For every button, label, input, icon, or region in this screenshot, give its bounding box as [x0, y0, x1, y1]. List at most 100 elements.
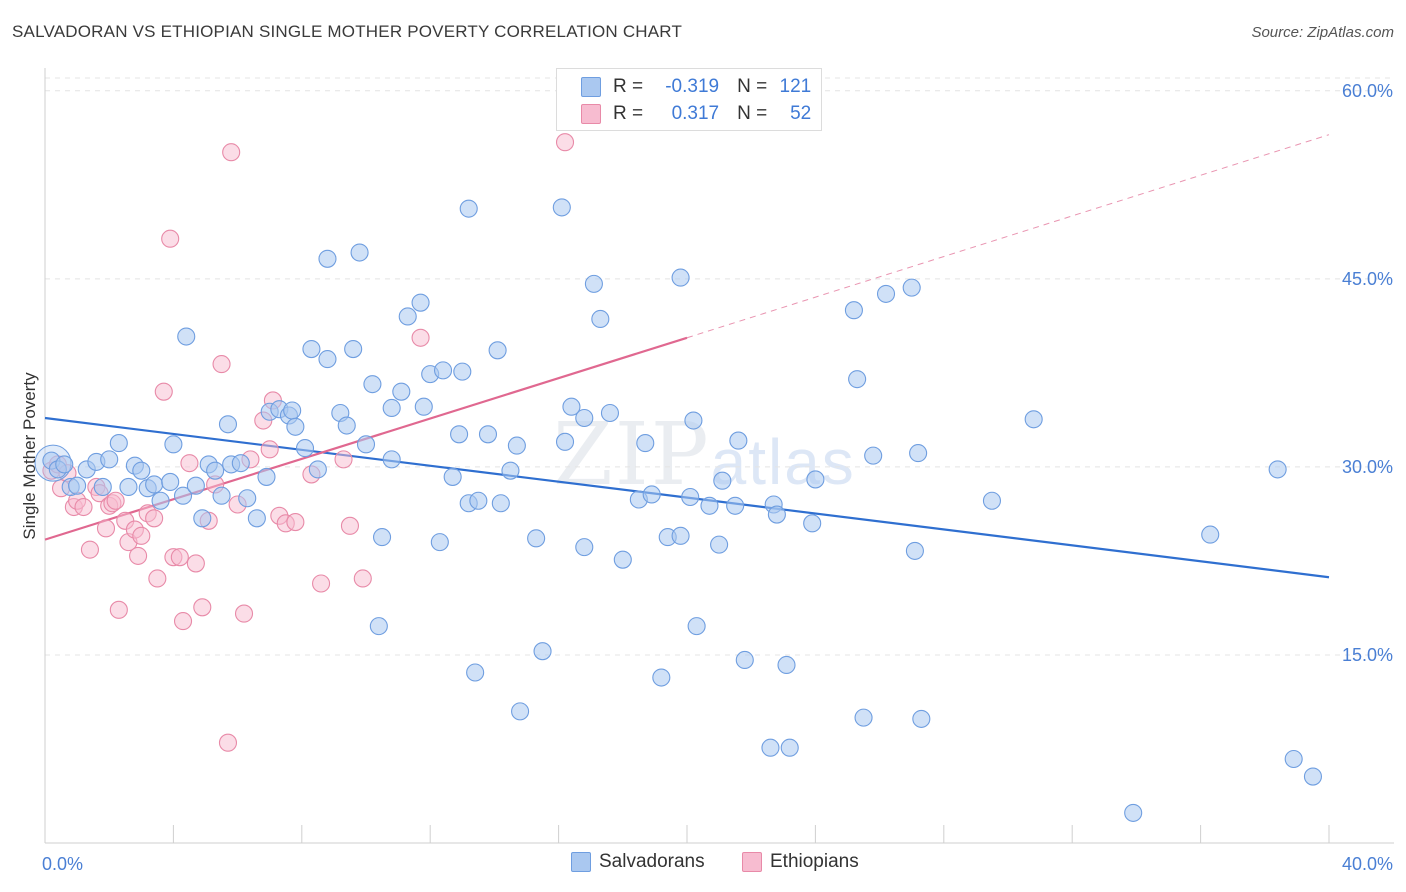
- salvadorans-point: [411, 293, 430, 312]
- salvadorans-point: [177, 327, 196, 346]
- ethiopians-point: [74, 497, 93, 517]
- salvadorans-point: [488, 341, 507, 360]
- grid-lines: [45, 77, 1394, 656]
- salvadorans-point: [161, 472, 180, 491]
- ethiopians-point: [80, 540, 99, 559]
- r-value: -0.319: [665, 76, 720, 97]
- salvadorans-point: [283, 401, 302, 420]
- ethiopians-point: [234, 604, 254, 623]
- ethiopians-point: [218, 733, 238, 752]
- salvadorans-point: [713, 471, 732, 490]
- salvadorans-point: [145, 475, 164, 494]
- salvadorans-point: [864, 446, 883, 465]
- n-label: N =: [737, 76, 768, 97]
- ethiopians-point: [180, 454, 199, 473]
- salvadorans-point: [761, 738, 780, 757]
- salvadorans-point: [68, 476, 87, 495]
- salvadorans-point: [671, 268, 690, 287]
- legend-item-salvadorans: Salvadorans: [571, 851, 705, 873]
- salvadorans-point: [443, 467, 462, 486]
- salvadorans-point: [337, 416, 356, 435]
- salvadorans-point: [491, 494, 510, 513]
- salvadorans-point: [318, 249, 337, 268]
- salvadorans-point: [478, 425, 498, 444]
- salvadorans-point: [562, 397, 581, 416]
- ethiopians-trend-extension: [686, 134, 1330, 339]
- salvadorans-point: [459, 199, 478, 218]
- salvadorans-point: [257, 467, 276, 486]
- n-value: 52: [790, 103, 812, 124]
- r-value: 0.317: [671, 103, 720, 124]
- salvadorans-point: [527, 529, 546, 548]
- ethiopians-point: [161, 229, 180, 248]
- salvadorans-point: [1303, 767, 1322, 786]
- salvadorans-point: [1024, 410, 1043, 429]
- salvadorans-point: [382, 398, 401, 418]
- ethiopians-point: [312, 574, 331, 593]
- salvadorans-point: [100, 450, 119, 469]
- salvadorans-point: [450, 425, 469, 444]
- ethiopians-point: [411, 328, 430, 347]
- salvadorans-point: [392, 382, 411, 401]
- salvadorans-point: [119, 477, 138, 497]
- salvadorans-point: [700, 496, 719, 515]
- salvadorans-point: [1268, 460, 1287, 479]
- legend-row-ethiopians: R = 0.317 N = 52: [557, 100, 811, 128]
- ethiopians-point: [340, 516, 360, 535]
- tick-labels: 15.0% 30.0% 45.0% 60.0% 0.0% 40.0%: [42, 81, 1393, 874]
- salvadorans-point: [777, 655, 796, 675]
- ethiopians-point: [106, 491, 125, 510]
- salvadorans-point: [372, 528, 392, 547]
- x-tick-label: 40.0%: [1342, 854, 1393, 874]
- salvadorans-point: [902, 278, 921, 297]
- correlation-legend: R = -0.319 N = 121 R = 0.317 N = 52: [556, 68, 822, 131]
- salvadorans-point: [218, 415, 238, 434]
- salvadorans-point: [382, 450, 401, 469]
- n-value: 121: [779, 76, 812, 97]
- r-label: R =: [613, 103, 644, 124]
- salvadorans-point: [584, 274, 603, 293]
- salvadorans-point: [642, 485, 661, 504]
- salvadorans-point: [247, 509, 266, 528]
- salvadorans-point: [848, 370, 867, 389]
- salvadorans-point: [344, 340, 363, 359]
- salvadorans-point: [466, 663, 485, 682]
- ethiopians-point: [132, 526, 151, 545]
- salvadorans-point: [710, 535, 729, 554]
- legend-row-salvadorans: R = -0.319 N = 121: [557, 73, 811, 101]
- ethiopians-point: [186, 554, 205, 573]
- salvadorans-point: [308, 460, 327, 479]
- salvadorans-point: [912, 709, 931, 728]
- salvadorans-point: [469, 491, 488, 510]
- salvadorans-point: [93, 477, 112, 497]
- salvadorans-point: [55, 455, 74, 474]
- salvadorans-point: [735, 650, 754, 670]
- salvadorans-point: [238, 489, 257, 508]
- salvadorans-point: [430, 533, 449, 552]
- ethiopians-point: [96, 519, 116, 538]
- ethiopians-point: [173, 612, 193, 631]
- y-tick-label: 30.0%: [1342, 457, 1393, 477]
- salvadorans-point: [636, 434, 655, 453]
- salvadorans-point: [806, 470, 825, 489]
- salvadorans-point: [780, 738, 799, 757]
- salvadorans-point: [356, 435, 376, 454]
- salvadorans-point: [591, 309, 610, 329]
- salvadorans-point: [876, 284, 896, 303]
- salvadorans-point: [681, 487, 700, 507]
- salvadorans-point: [132, 461, 151, 480]
- salvadorans-points: [34, 198, 1322, 822]
- salvadorans-point: [982, 491, 1002, 510]
- salvadorans-point: [151, 491, 170, 510]
- salvadorans-point: [212, 486, 231, 505]
- salvadorans-point: [767, 505, 786, 524]
- salvadorans-point: [164, 435, 183, 454]
- ethiopians-point: [555, 133, 575, 152]
- salvadorans-point: [173, 486, 193, 505]
- salvadorans-point: [671, 526, 690, 545]
- salvadorans-point: [318, 350, 337, 369]
- ethiopians-point: [193, 598, 212, 617]
- ethiopians-point: [334, 450, 353, 469]
- ethiopians-point: [286, 513, 305, 532]
- r-label: R =: [613, 76, 644, 97]
